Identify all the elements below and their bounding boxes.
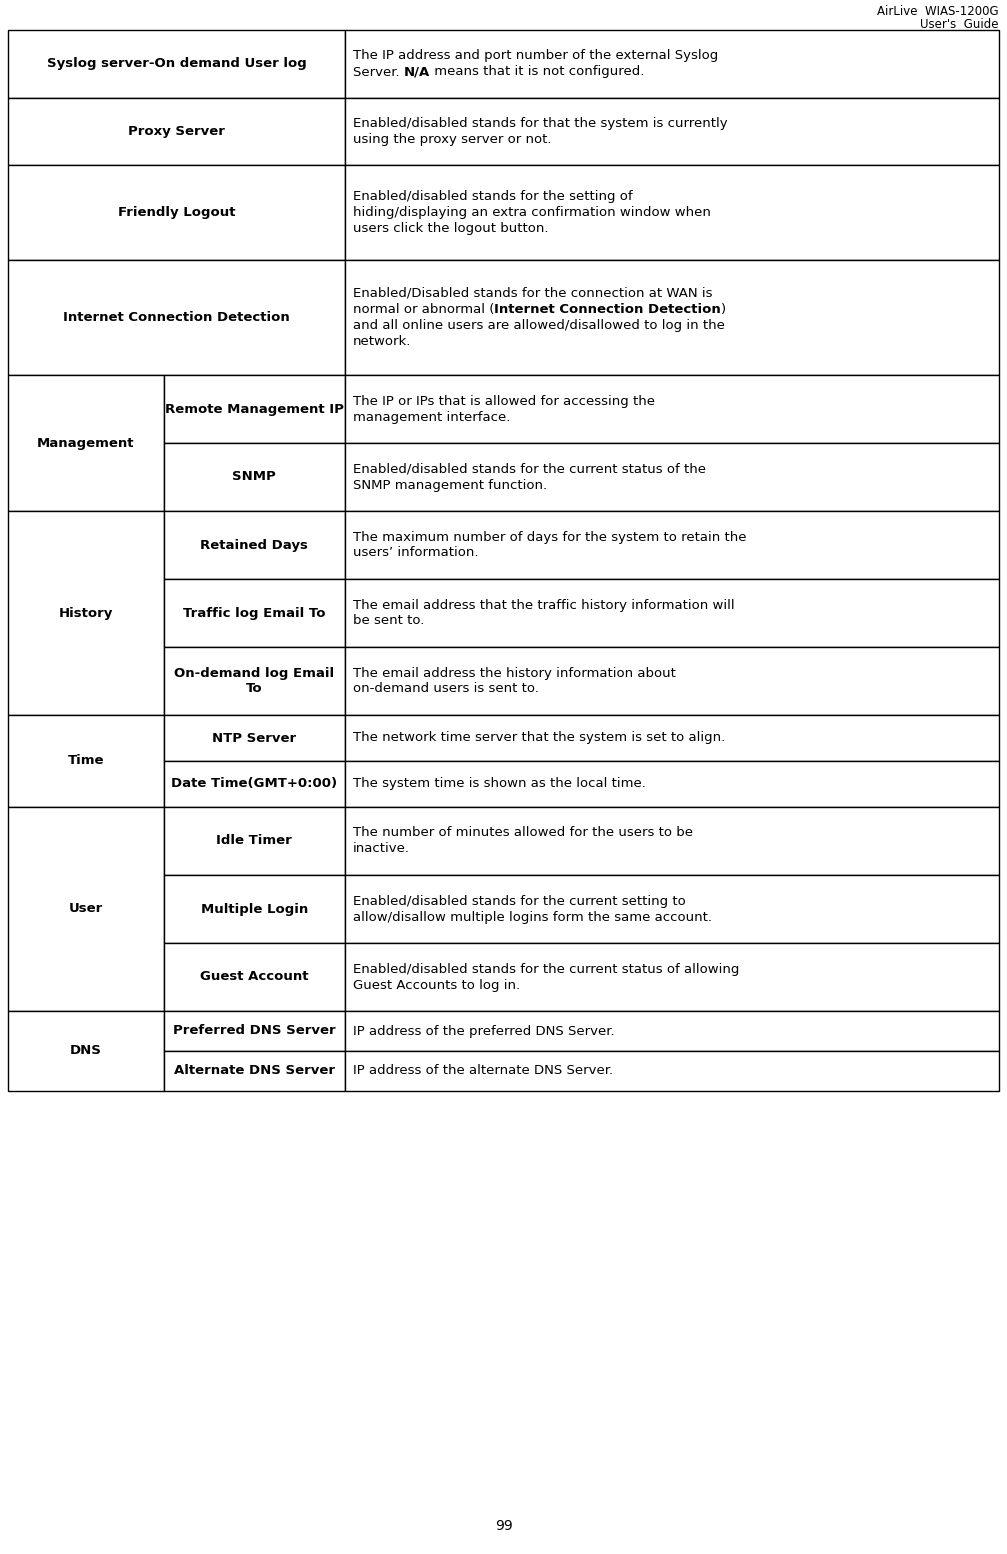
Bar [345, 1012, 999, 1051]
Text: The email address that the traffic history information will: The email address that the traffic histo… [352, 598, 734, 612]
Text: Guest Accounts to log in.: Guest Accounts to log in. [352, 979, 520, 991]
Bar [345, 807, 999, 875]
Bar [345, 875, 999, 943]
Text: users click the logout button.: users click the logout button. [352, 222, 549, 235]
Text: User: User [68, 903, 103, 915]
Text: Syslog server-On demand User log: Syslog server-On demand User log [46, 57, 306, 70]
Text: Server.: Server. [352, 65, 404, 79]
Bar [163, 715, 345, 761]
Text: Time: Time [67, 755, 104, 768]
Text: Enabled/disabled stands for the current status of allowing: Enabled/disabled stands for the current … [352, 962, 739, 976]
Text: Multiple Login: Multiple Login [200, 903, 308, 915]
Text: Enabled/disabled stands for the setting of: Enabled/disabled stands for the setting … [352, 190, 632, 204]
Text: Preferred DNS Server: Preferred DNS Server [173, 1024, 335, 1038]
Bar [345, 443, 999, 511]
Bar [345, 943, 999, 1012]
Text: Retained Days: Retained Days [200, 539, 308, 552]
Bar [163, 1012, 345, 1051]
Text: Traffic log Email To: Traffic log Email To [183, 606, 325, 620]
Bar [163, 875, 345, 943]
Text: Enabled/disabled stands for that the system is currently: Enabled/disabled stands for that the sys… [352, 117, 728, 131]
Bar [345, 580, 999, 646]
Bar [163, 646, 345, 715]
Bar [345, 511, 999, 580]
Text: User's  Guide: User's Guide [920, 19, 999, 31]
Bar [8, 30, 345, 98]
Bar [163, 943, 345, 1012]
Bar [345, 715, 999, 761]
Text: 99: 99 [494, 1518, 513, 1532]
Text: The maximum number of days for the system to retain the: The maximum number of days for the syste… [352, 530, 746, 544]
Text: The IP or IPs that is allowed for accessing the: The IP or IPs that is allowed for access… [352, 395, 655, 407]
Text: Alternate DNS Server: Alternate DNS Server [174, 1064, 334, 1077]
Text: hiding/displaying an extra confirmation window when: hiding/displaying an extra confirmation … [352, 207, 711, 219]
Text: NTP Server: NTP Server [212, 732, 296, 744]
Text: History: History [58, 606, 113, 620]
Bar [8, 807, 163, 1012]
Bar [163, 580, 345, 646]
Text: management interface.: management interface. [352, 410, 511, 424]
Bar [8, 715, 163, 807]
Text: IP address of the preferred DNS Server.: IP address of the preferred DNS Server. [352, 1024, 614, 1038]
Text: The number of minutes allowed for the users to be: The number of minutes allowed for the us… [352, 827, 693, 839]
Text: SNMP management function.: SNMP management function. [352, 479, 547, 491]
Bar [8, 165, 345, 260]
Text: The system time is shown as the local time.: The system time is shown as the local ti… [352, 777, 645, 791]
Text: Enabled/disabled stands for the current setting to: Enabled/disabled stands for the current … [352, 895, 686, 908]
Text: On-demand log Email
To: On-demand log Email To [174, 667, 334, 695]
Bar [163, 807, 345, 875]
Text: Internet Connection Detection: Internet Connection Detection [63, 311, 290, 323]
Text: Proxy Server: Proxy Server [128, 124, 225, 138]
Text: DNS: DNS [69, 1044, 102, 1058]
Text: The IP address and port number of the external Syslog: The IP address and port number of the ex… [352, 50, 718, 62]
Text: Guest Account: Guest Account [200, 971, 308, 984]
Text: Remote Management IP: Remote Management IP [165, 402, 343, 415]
Bar [345, 761, 999, 807]
Bar [345, 165, 999, 260]
Text: Internet Connection Detection: Internet Connection Detection [494, 303, 721, 315]
Bar [345, 375, 999, 443]
Text: inactive.: inactive. [352, 842, 410, 856]
Bar [8, 375, 163, 511]
Text: be sent to.: be sent to. [352, 614, 424, 628]
Bar [163, 375, 345, 443]
Text: ): ) [721, 303, 726, 315]
Text: using the proxy server or not.: using the proxy server or not. [352, 134, 552, 146]
Text: Date Time(GMT+0:00): Date Time(GMT+0:00) [171, 777, 337, 791]
Text: Enabled/Disabled stands for the connection at WAN is: Enabled/Disabled stands for the connecti… [352, 287, 712, 300]
Bar [345, 1051, 999, 1091]
Bar [8, 260, 345, 375]
Text: Enabled/disabled stands for the current status of the: Enabled/disabled stands for the current … [352, 463, 706, 476]
Text: users’ information.: users’ information. [352, 547, 478, 559]
Text: Idle Timer: Idle Timer [217, 834, 292, 847]
Bar [345, 30, 999, 98]
Bar [163, 511, 345, 580]
Text: network.: network. [352, 336, 411, 348]
Bar [345, 260, 999, 375]
Bar [163, 761, 345, 807]
Text: N/A: N/A [404, 65, 430, 79]
Bar [163, 443, 345, 511]
Text: allow/disallow multiple logins form the same account.: allow/disallow multiple logins form the … [352, 911, 712, 923]
Bar [8, 511, 163, 715]
Bar [8, 1012, 163, 1091]
Text: on-demand users is sent to.: on-demand users is sent to. [352, 682, 539, 696]
Bar [345, 646, 999, 715]
Bar [163, 1051, 345, 1091]
Text: normal or abnormal (: normal or abnormal ( [352, 303, 494, 315]
Text: SNMP: SNMP [233, 471, 276, 483]
Bar [8, 98, 345, 165]
Text: The email address the history information about: The email address the history informatio… [352, 667, 676, 679]
Bar [345, 98, 999, 165]
Text: IP address of the alternate DNS Server.: IP address of the alternate DNS Server. [352, 1064, 613, 1077]
Text: Friendly Logout: Friendly Logout [118, 207, 236, 219]
Text: means that it is not configured.: means that it is not configured. [430, 65, 644, 79]
Text: The network time server that the system is set to align.: The network time server that the system … [352, 732, 725, 744]
Text: AirLive  WIAS-1200G: AirLive WIAS-1200G [877, 5, 999, 19]
Text: Management: Management [37, 437, 135, 449]
Text: and all online users are allowed/disallowed to log in the: and all online users are allowed/disallo… [352, 319, 725, 333]
